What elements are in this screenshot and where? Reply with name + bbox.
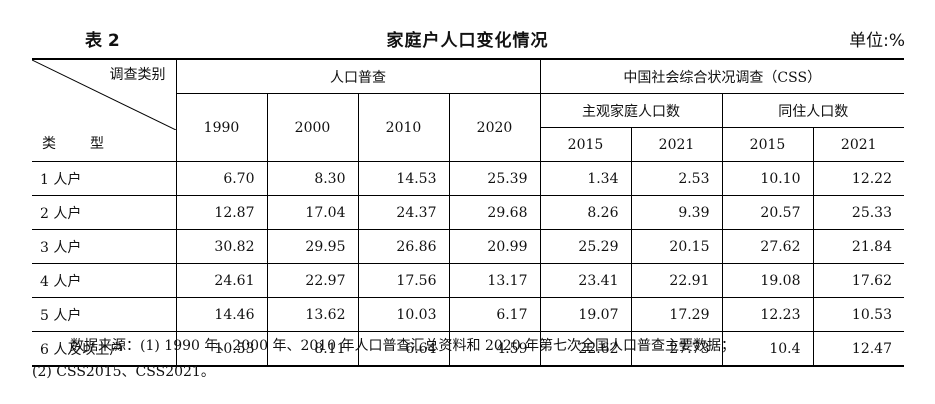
data-cell: 9.39 [630, 195, 722, 230]
data-cell: 20.15 [630, 229, 722, 264]
data-cell: 2.53 [630, 161, 722, 196]
data-cell: 22.97 [266, 263, 358, 298]
data-cell: 26.86 [357, 229, 449, 264]
data-cell: 17.62 [812, 263, 904, 298]
data-cell: 13.62 [266, 297, 358, 332]
source-note-line1: 数据来源：(1) 1990 年、2000 年、2010 年人口普查汇总资料和 2… [70, 338, 736, 354]
census-year-2020: 2020 [448, 93, 540, 162]
table-title: 家庭户人口变化情况 [386, 31, 549, 51]
css-year-2015-cohabiting: 2015 [721, 127, 813, 162]
data-cell: 12.47 [812, 331, 904, 367]
data-cell: 17.29 [630, 297, 722, 332]
data-cell: 12.23 [721, 297, 813, 332]
data-cell: 6.17 [448, 297, 540, 332]
data-cell: 19.08 [721, 263, 813, 298]
css-header: 中国社会综合状况调查（CSS） [539, 58, 904, 94]
data-cell: 27.62 [721, 229, 813, 264]
data-cell: 1.34 [539, 161, 631, 196]
row-label: 1 人户 [32, 161, 176, 196]
data-cell: 13.17 [448, 263, 540, 298]
census-header: 人口普查 [175, 58, 540, 94]
data-cell: 6.70 [175, 161, 267, 196]
census-year-2000: 2000 [266, 93, 358, 162]
row-label: 5 人户 [32, 297, 176, 332]
data-cell: 22.91 [630, 263, 722, 298]
data-cell: 20.57 [721, 195, 813, 230]
row-label: 6 人及以上户 [32, 331, 176, 367]
data-cell: 6.64 [357, 331, 449, 367]
data-cell: 29.95 [266, 229, 358, 264]
css-year-2021-cohabiting: 2021 [812, 127, 904, 162]
table-row: 3 人户 30.82 29.95 26.86 20.99 25.29 20.15 27.62 2… [32, 229, 904, 264]
table-row: 2 人户 12.87 17.04 24.37 29.68 8.26 9.39 20.57 25.… [32, 195, 904, 230]
data-cell: 17.04 [266, 195, 358, 230]
data-cell: 20.99 [448, 229, 540, 264]
data-cell: 27.73 [630, 331, 722, 367]
data-cell: 8.30 [266, 161, 358, 196]
census-year-1990: 1990 [175, 93, 267, 162]
data-cell: 21.84 [812, 229, 904, 264]
data-cell: 8.26 [539, 195, 631, 230]
source-note-line2: (2) CSS2015、CSS2021。 [32, 364, 215, 380]
table-caption: 表 2 家庭户人口变化情况 单位:% [0, 22, 935, 52]
row-label: 3 人户 [32, 229, 176, 264]
data-cell: 30.82 [175, 229, 267, 264]
data-cell: 22.62 [539, 331, 631, 367]
data-cell: 12.87 [175, 195, 267, 230]
column-category-header: 调查类别 [109, 67, 166, 83]
data-cell: 25.39 [448, 161, 540, 196]
table-row: 5 人户 14.46 13.62 10.03 6.17 19.07 17.29 12.23 10… [32, 297, 904, 332]
data-cell: 10.4 [721, 331, 813, 367]
household-data-table: 调查类别 类 型 人口普查 中国社会综合状况调查（CSS） 1990 2000 … [32, 58, 904, 367]
table-row: 4 人户 24.61 22.97 17.56 13.17 23.41 22.91 19.08 1… [32, 263, 904, 298]
data-cell: 19.07 [539, 297, 631, 332]
table-row: 6 人及以上户 10.53 8.11 6.64 4.59 22.62 27.73 10.4 12… [32, 331, 904, 367]
data-cell: 24.61 [175, 263, 267, 298]
data-cell: 25.33 [812, 195, 904, 230]
census-year-2010: 2010 [357, 93, 449, 162]
css-year-2021-subjective: 2021 [630, 127, 722, 162]
diagonal-divider [32, 60, 176, 130]
data-cell: 10.53 [812, 297, 904, 332]
row-type-header: 类 型 [42, 136, 114, 152]
table-row: 1 人户 6.70 8.30 14.53 25.39 1.34 2.53 10.10 12.22 [32, 161, 904, 196]
data-cell: 24.37 [357, 195, 449, 230]
table-number: 表 2 [85, 31, 120, 51]
data-cell: 10.10 [721, 161, 813, 196]
corner-header-cell: 调查类别 类 型 [32, 58, 176, 162]
data-cell: 14.53 [357, 161, 449, 196]
data-cell: 17.56 [357, 263, 449, 298]
data-cell: 12.22 [812, 161, 904, 196]
data-cell: 10.03 [357, 297, 449, 332]
data-cell: 10.53 [175, 331, 267, 367]
data-cell: 4.59 [448, 331, 540, 367]
css-year-2015-subjective: 2015 [539, 127, 631, 162]
row-label: 4 人户 [32, 263, 176, 298]
row-label: 2 人户 [32, 195, 176, 230]
data-cell: 25.29 [539, 229, 631, 264]
data-cell: 8.11 [266, 331, 358, 367]
cohabiting-header: 同住人口数 [721, 93, 904, 128]
unit-label: 单位:% [849, 31, 905, 51]
data-cell: 23.41 [539, 263, 631, 298]
subjective-household-header: 主观家庭人口数 [539, 93, 722, 128]
data-cell: 14.46 [175, 297, 267, 332]
data-cell: 29.68 [448, 195, 540, 230]
